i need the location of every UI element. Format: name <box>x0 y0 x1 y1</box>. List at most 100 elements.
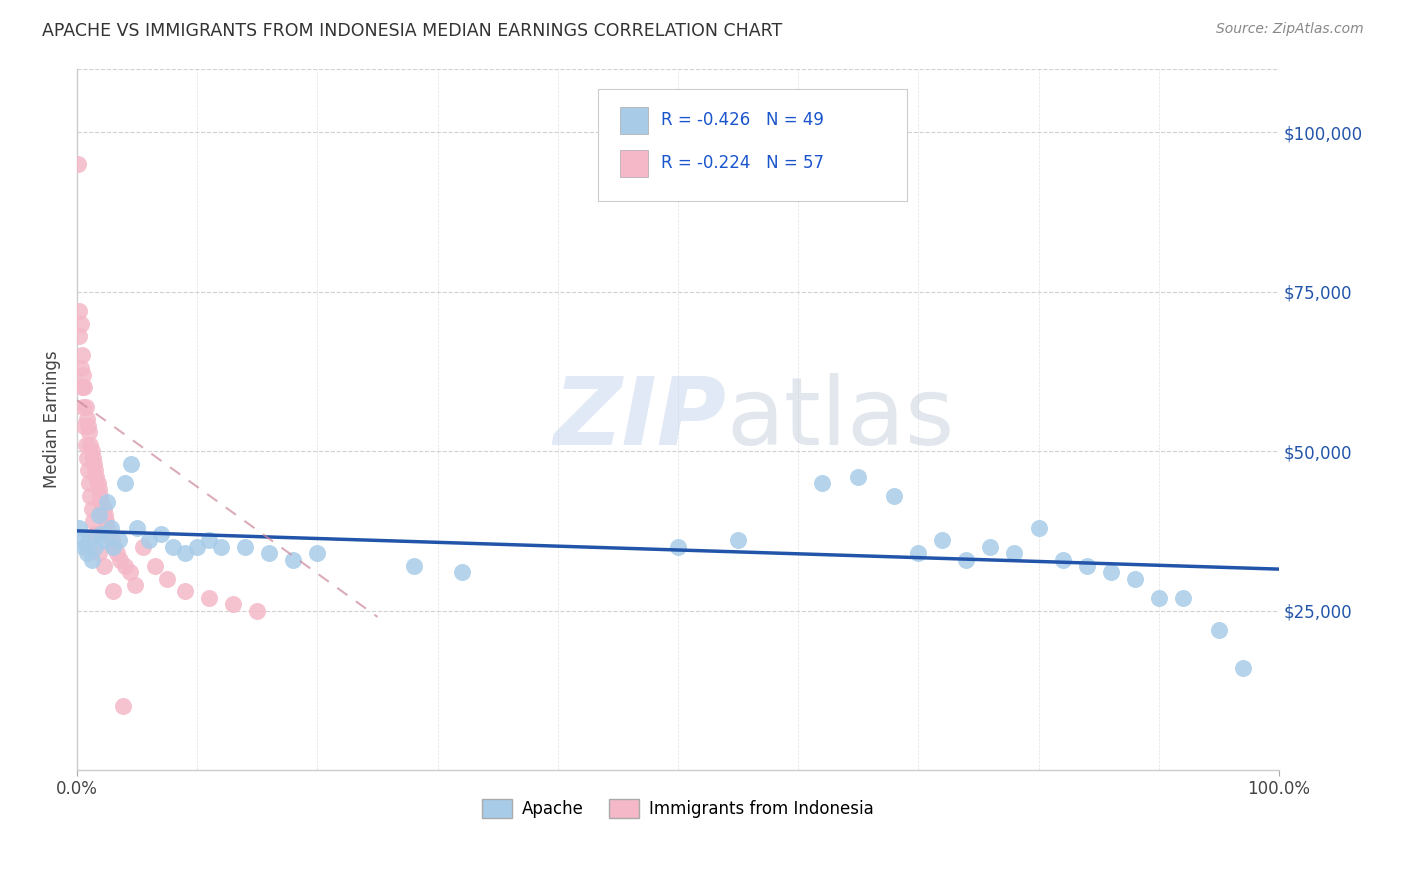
Point <box>101 540 124 554</box>
Point <box>93 501 115 516</box>
Point <box>87 483 110 497</box>
Point <box>96 521 118 535</box>
Point <box>259 546 281 560</box>
Point <box>1028 521 1050 535</box>
Point <box>70 349 93 363</box>
Point <box>105 546 128 560</box>
Point <box>979 540 1001 554</box>
Point <box>72 400 94 414</box>
Point <box>90 527 112 541</box>
Point <box>1232 661 1254 675</box>
Point <box>82 450 104 465</box>
Point <box>69 317 91 331</box>
Point <box>1099 566 1122 580</box>
Point <box>1004 546 1026 560</box>
Point <box>811 476 834 491</box>
Point <box>89 489 111 503</box>
Point <box>186 540 208 554</box>
Point <box>402 558 425 573</box>
Text: R = -0.224   N = 57: R = -0.224 N = 57 <box>661 154 824 172</box>
Point <box>101 584 124 599</box>
Point <box>87 546 110 560</box>
Point <box>80 444 103 458</box>
Point <box>76 412 98 426</box>
Point <box>91 501 114 516</box>
Point <box>108 533 131 548</box>
Point <box>70 380 93 394</box>
Point <box>174 546 197 560</box>
Point <box>86 469 108 483</box>
Point <box>96 495 118 509</box>
Point <box>90 495 112 509</box>
Text: Source: ZipAtlas.com: Source: ZipAtlas.com <box>1216 22 1364 37</box>
Point <box>101 533 124 548</box>
Text: APACHE VS IMMIGRANTS FROM INDONESIA MEDIAN EARNINGS CORRELATION CHART: APACHE VS IMMIGRANTS FROM INDONESIA MEDI… <box>42 22 782 40</box>
Point <box>79 438 101 452</box>
Point <box>75 400 97 414</box>
Point <box>1171 591 1194 605</box>
Point <box>156 572 179 586</box>
Point <box>111 699 134 714</box>
Point <box>77 418 100 433</box>
Point <box>198 533 221 548</box>
Point <box>1208 623 1230 637</box>
Point <box>931 533 953 548</box>
Point <box>98 527 121 541</box>
Point <box>79 489 101 503</box>
Point <box>103 540 125 554</box>
Point <box>727 533 749 548</box>
Point <box>77 476 100 491</box>
Point <box>84 463 107 477</box>
Point <box>198 591 221 605</box>
Point <box>69 303 91 318</box>
Point <box>666 540 689 554</box>
Point <box>127 521 149 535</box>
Point <box>132 540 155 554</box>
Point <box>450 566 472 580</box>
Point <box>110 552 132 566</box>
Point <box>174 584 197 599</box>
Point <box>150 527 173 541</box>
Point <box>84 527 107 541</box>
Point <box>846 469 869 483</box>
Point <box>80 552 103 566</box>
Point <box>100 521 122 535</box>
Point <box>83 457 105 471</box>
Point <box>1076 558 1098 573</box>
Point <box>222 597 245 611</box>
Point <box>93 558 115 573</box>
Point <box>76 450 98 465</box>
Point <box>883 489 905 503</box>
Point <box>307 546 329 560</box>
Point <box>114 476 136 491</box>
Point <box>93 508 115 522</box>
Text: atlas: atlas <box>725 373 955 466</box>
Point <box>69 361 91 376</box>
Point <box>283 552 305 566</box>
Y-axis label: Median Earnings: Median Earnings <box>44 351 60 488</box>
Point <box>82 514 104 528</box>
Point <box>120 457 142 471</box>
Point <box>162 540 184 554</box>
Text: R = -0.426   N = 49: R = -0.426 N = 49 <box>661 112 824 129</box>
Point <box>80 501 103 516</box>
Point <box>246 603 269 617</box>
Point <box>77 533 100 548</box>
Point <box>138 533 160 548</box>
Point <box>69 329 91 343</box>
Point <box>84 540 107 554</box>
Point <box>233 540 256 554</box>
Point <box>77 463 100 477</box>
Point <box>907 546 929 560</box>
Point <box>86 476 108 491</box>
Point <box>73 418 96 433</box>
Point <box>76 546 98 560</box>
Text: ZIP: ZIP <box>553 373 725 466</box>
Point <box>93 533 115 548</box>
Legend: Apache, Immigrants from Indonesia: Apache, Immigrants from Indonesia <box>475 793 880 825</box>
Point <box>94 514 117 528</box>
Point <box>955 552 977 566</box>
Point <box>124 578 146 592</box>
Point <box>1052 552 1074 566</box>
Point <box>1123 572 1146 586</box>
